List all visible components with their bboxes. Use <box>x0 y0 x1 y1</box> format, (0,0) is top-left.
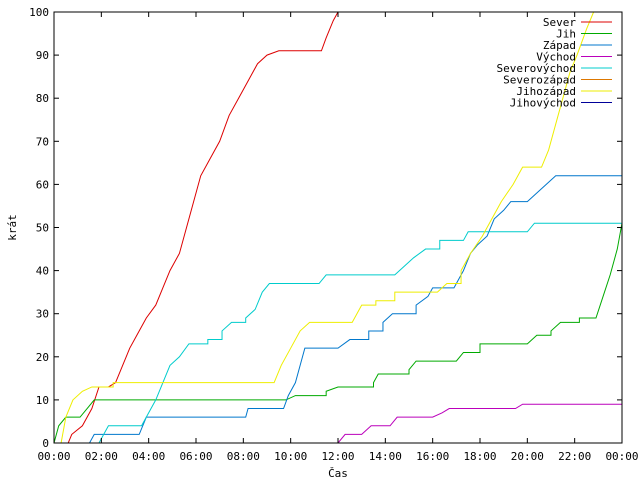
x-tick-label: 06:00 <box>179 450 212 463</box>
x-tick-label: 12:00 <box>321 450 354 463</box>
series-line-sever <box>67 12 339 443</box>
plot-lines <box>54 12 622 443</box>
legend-label: Severovýchod <box>497 62 576 75</box>
legend-label: Jihovýchod <box>510 97 576 110</box>
y-tick-label: 20 <box>36 351 49 364</box>
x-tick-label: 18:00 <box>463 450 496 463</box>
legend-label: Východ <box>536 51 576 64</box>
y-tick-label: 60 <box>36 178 49 191</box>
series-line-západ <box>89 175 622 443</box>
x-tick-label: 00:00 <box>605 450 638 463</box>
y-tick-label: 0 <box>42 437 49 450</box>
y-tick-label: 90 <box>36 49 49 62</box>
y-tick-label: 40 <box>36 265 49 278</box>
y-tick-label: 10 <box>36 394 49 407</box>
x-tick-label: 02:00 <box>85 450 118 463</box>
series-line-severovýchod <box>98 222 622 443</box>
series-line-východ <box>337 403 622 443</box>
y-tick-label: 70 <box>36 135 49 148</box>
legend-label: Severozápad <box>503 74 576 87</box>
x-tick-label: 22:00 <box>558 450 591 463</box>
axis-ticks: 00:00 02:00 04:00 06:00 08:00 10:00 12:00 14:00… <box>29 6 638 463</box>
x-tick-label: 08:00 <box>227 450 260 463</box>
legend-label: Západ <box>543 39 576 52</box>
y-tick-label: 100 <box>29 6 49 19</box>
legend: SeverJihZápadVýchodSeverovýchodSeverozáp… <box>497 16 612 110</box>
x-tick-label: 14:00 <box>369 450 402 463</box>
x-axis-label: Čas <box>328 467 348 480</box>
y-tick-label: 80 <box>36 92 49 105</box>
y-axis-label: krát <box>6 214 19 241</box>
legend-label: Jih <box>556 28 576 41</box>
legend-label: Jihozápad <box>516 85 576 98</box>
x-tick-label: 16:00 <box>416 450 449 463</box>
y-tick-label: 30 <box>36 308 49 321</box>
y-tick-label: 50 <box>36 222 49 235</box>
series-line-jih <box>54 223 622 443</box>
x-tick-label: 04:00 <box>132 450 165 463</box>
legend-label: Sever <box>543 16 576 29</box>
x-tick-label: 20:00 <box>511 450 544 463</box>
x-tick-label: 10:00 <box>274 450 307 463</box>
series-line-jihozápad <box>60 12 595 443</box>
x-tick-label: 00:00 <box>37 450 70 463</box>
